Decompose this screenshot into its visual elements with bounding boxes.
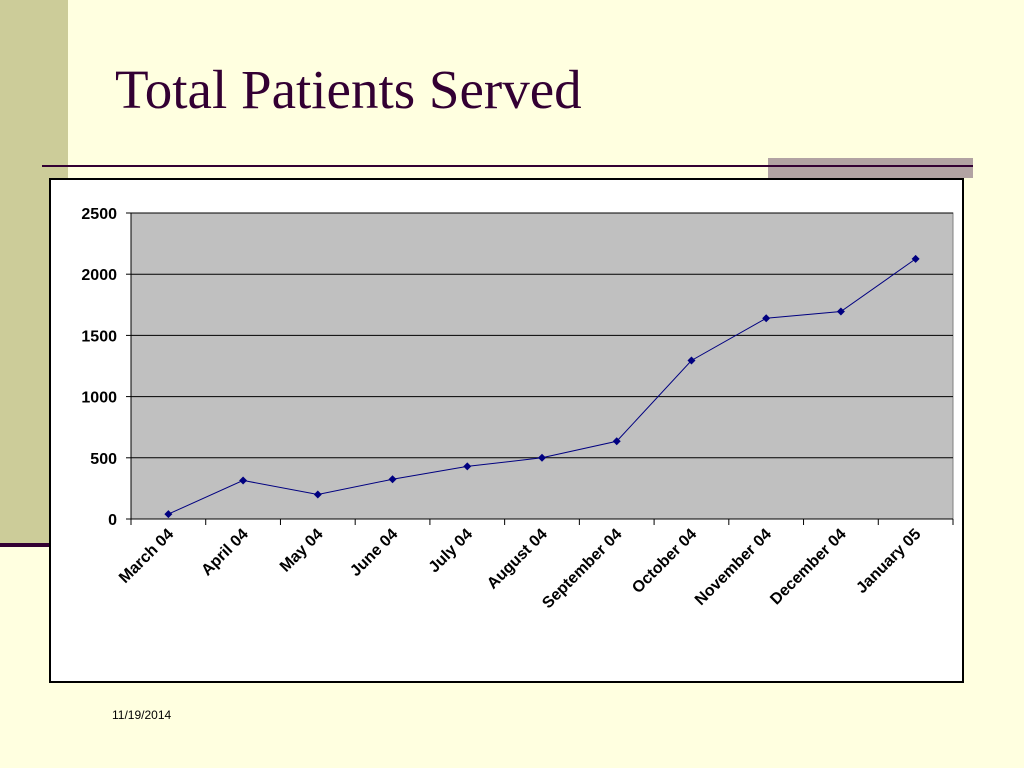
data-point <box>164 510 173 519</box>
line-chart: 0 500 1000 1500 2000 2500 March 04 April 04 May … <box>81 206 954 612</box>
x-tick-label: May 04 <box>277 526 327 576</box>
y-tick-label: 1500 <box>81 328 117 345</box>
left-decorative-rule <box>0 543 52 547</box>
data-point <box>836 307 845 316</box>
data-point <box>388 475 397 484</box>
data-point <box>612 437 621 446</box>
y-tick-label: 2500 <box>81 206 117 223</box>
x-tick-label: April 04 <box>198 526 252 580</box>
data-point <box>538 453 546 462</box>
x-tick-label: September 04 <box>539 526 625 612</box>
x-tick-label: June 04 <box>347 526 401 580</box>
y-tick-label: 500 <box>90 451 117 468</box>
x-tick-label: July 04 <box>426 526 476 576</box>
data-point <box>463 462 472 471</box>
x-tick-label: October 04 <box>629 526 700 597</box>
x-tick-label: November 04 <box>692 526 775 609</box>
x-tick-label: March 04 <box>116 526 177 587</box>
data-point <box>687 356 696 365</box>
x-tick-label: August 04 <box>484 526 551 593</box>
slide-title: Total Patients Served <box>115 59 582 120</box>
data-point <box>313 490 322 499</box>
chart-container: 0 500 1000 1500 2000 2500 March 04 April 04 May … <box>49 178 964 683</box>
y-tick-label: 2000 <box>81 267 117 284</box>
x-tick-label: January 05 <box>853 526 924 597</box>
title-rule <box>42 165 973 167</box>
y-tick-label: 0 <box>108 512 117 529</box>
data-point <box>239 476 248 485</box>
data-point <box>762 314 771 323</box>
slide-date: 11/19/2014 <box>112 708 172 722</box>
data-point <box>911 254 920 263</box>
x-tick-label: December 04 <box>767 526 850 609</box>
plot-area <box>130 212 954 520</box>
title-rule-accent <box>768 158 973 178</box>
y-tick-label: 1000 <box>81 390 117 407</box>
